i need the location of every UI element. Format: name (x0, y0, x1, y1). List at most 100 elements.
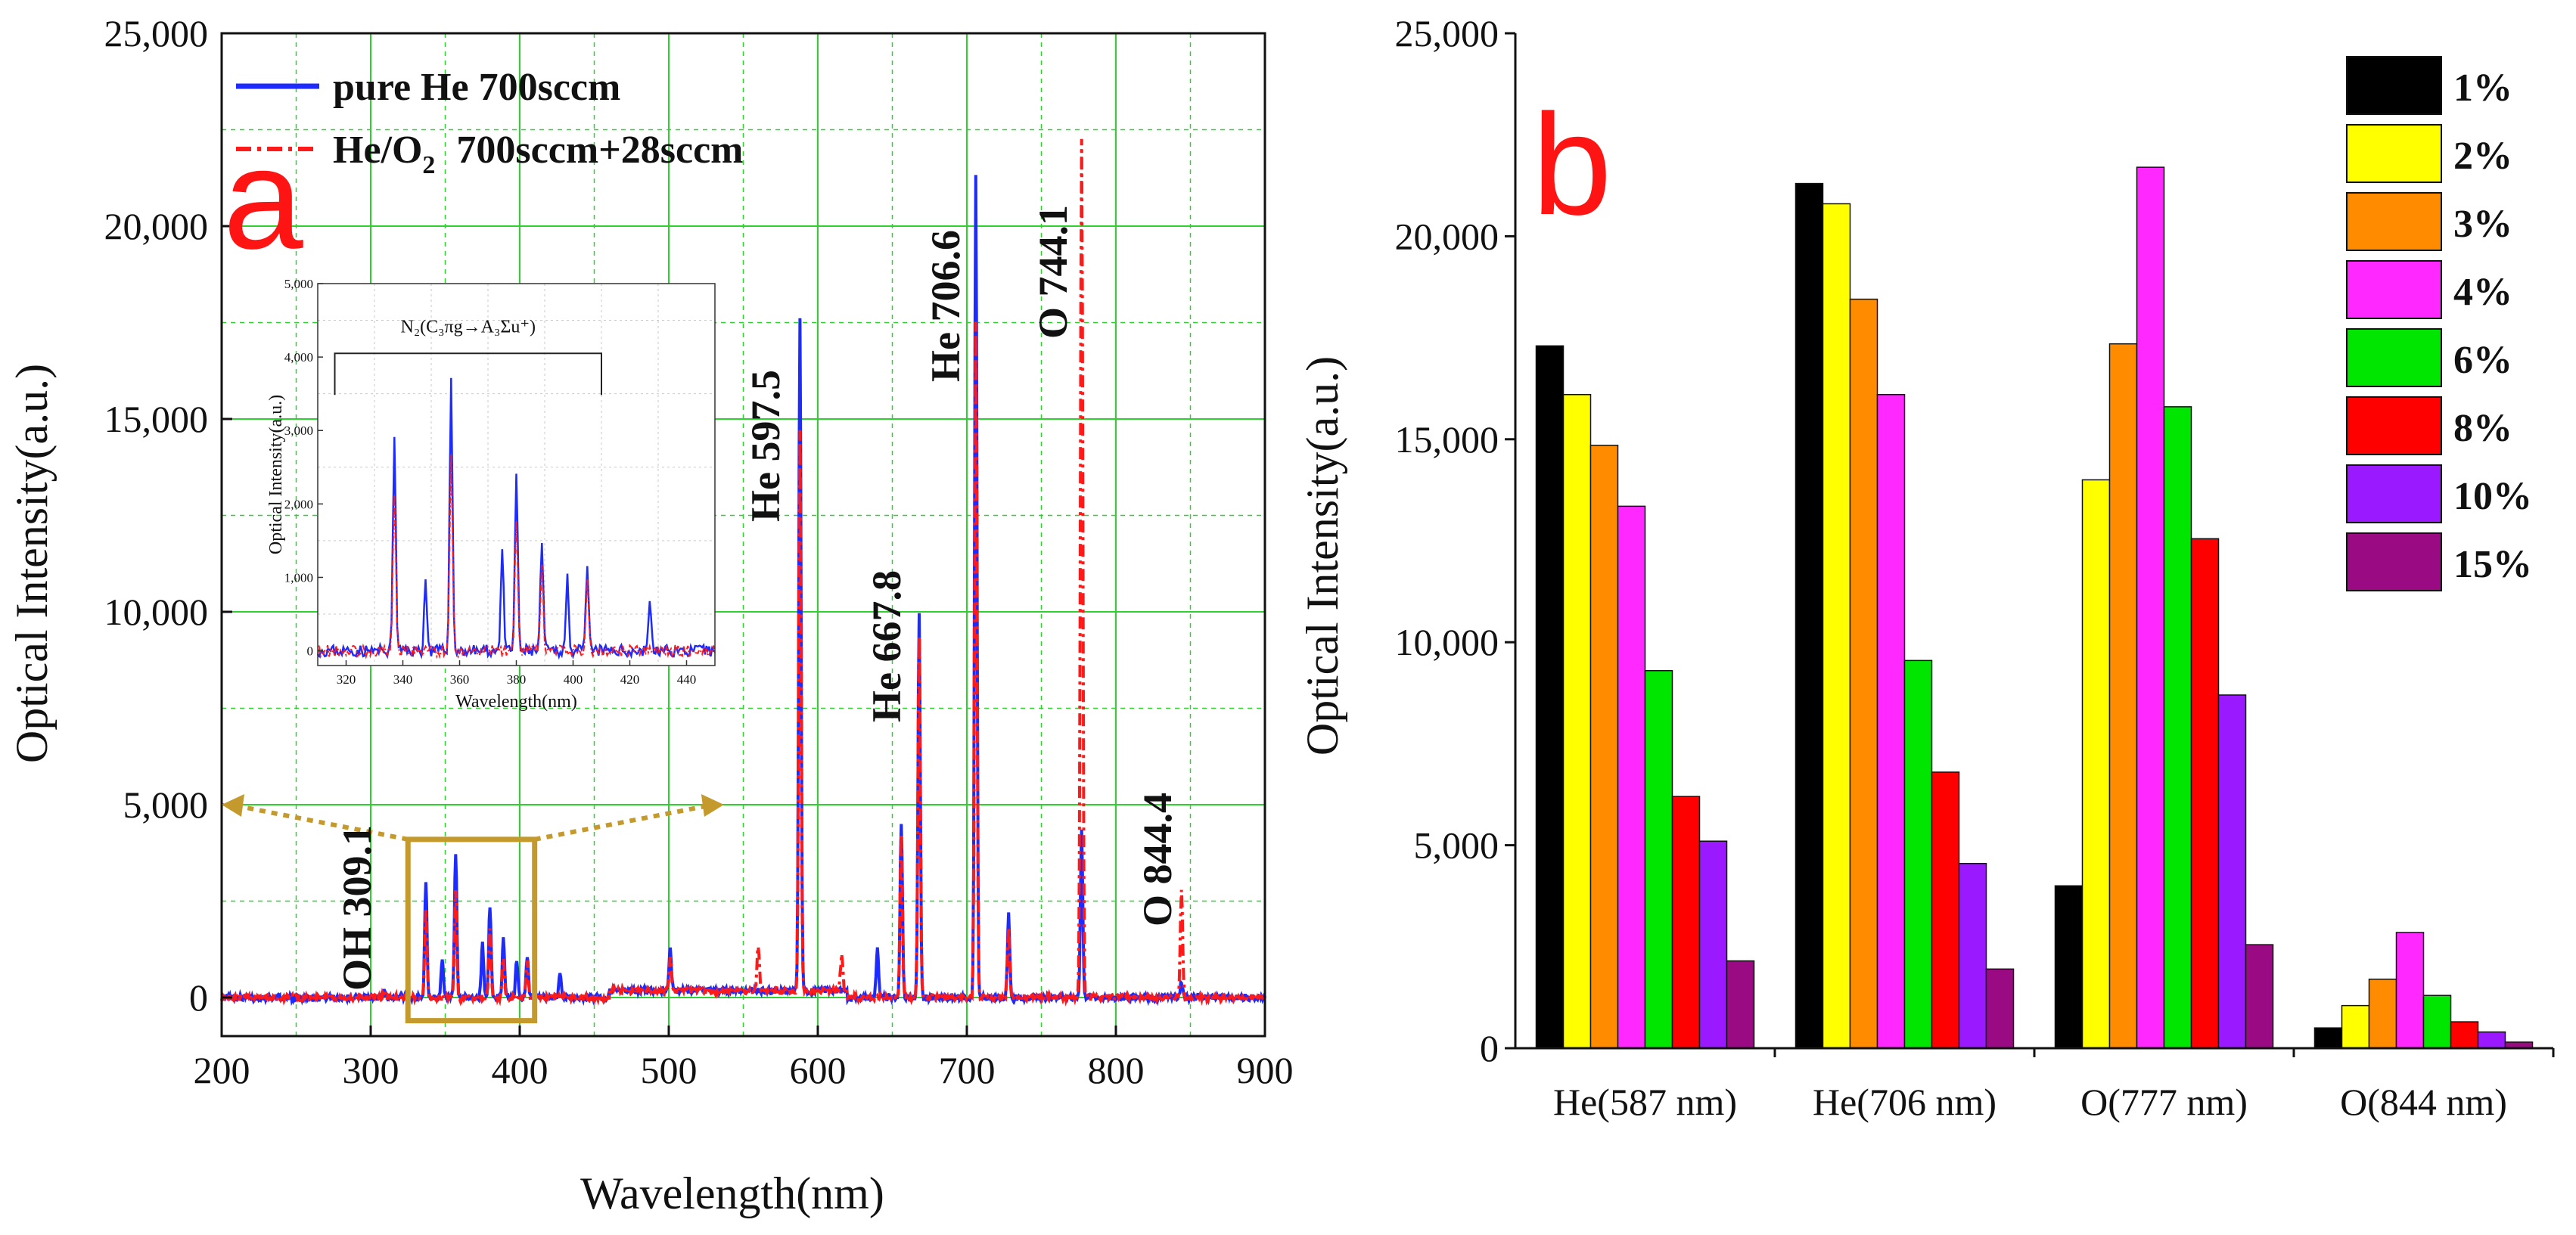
peak-label-he-667: He 667.8 (864, 570, 909, 722)
panel-b-legend: 1% 2% 3% 4% 6% 8% 10% 15% (2346, 56, 2532, 591)
bar-2pct-3 (2341, 1004, 2370, 1049)
bar-3pct-3 (2368, 978, 2397, 1049)
zoom-box (405, 836, 538, 1024)
legend-label-8pct: 8% (2453, 407, 2512, 450)
peak-label-o-744: O 744.1 (1030, 205, 1076, 339)
legend-he-o2-subscript: 2 (422, 151, 435, 179)
bar-1pct-3 (2313, 1027, 2343, 1049)
bar-10pct-0 (1698, 840, 1728, 1049)
y-tick-label: 10,000 (1395, 621, 1499, 663)
bar-15pct-1 (1985, 968, 2015, 1049)
inset-x-tick-label: 440 (677, 672, 697, 687)
panel-b-bars (1535, 166, 2534, 1049)
bar-8pct-1 (1931, 771, 1960, 1049)
y-tick-label: 5,000 (1414, 824, 1499, 867)
bar-6pct-3 (2422, 995, 2452, 1049)
legend-label-10pct: 10% (2453, 475, 2532, 518)
y-tick-label: 0 (1480, 1027, 1499, 1069)
bar-4pct-0 (1617, 505, 1646, 1049)
legend-swatch-10pct (2346, 464, 2442, 523)
x-category-label: He(587 nm) (1553, 1081, 1737, 1123)
legend-he-o2-prefix: He/O (333, 129, 422, 172)
bar-6pct-1 (1903, 659, 1933, 1049)
panel-a-y-axis-label: Optical Intensity(a.u.) (7, 364, 57, 763)
bar-10pct-1 (1958, 863, 1987, 1049)
zoom-region (222, 794, 724, 1024)
zoom-arrowhead-right (701, 794, 724, 817)
legend-swatch-6pct (2346, 328, 2442, 387)
bar-4pct-2 (2136, 166, 2165, 1049)
panel-b-bar-chart: 0 5,000 10,000 15,000 20,000 25,000 He(587 nm)… (1297, 12, 2555, 1123)
y-tick-label: 20,000 (1395, 215, 1499, 257)
panel-a-letter: a (223, 119, 303, 279)
inset-line-pure-he (317, 377, 716, 660)
bar-8pct-2 (2190, 538, 2220, 1049)
x-tick-label: 800 (1088, 1049, 1145, 1091)
inset-y-tick-label: 2,000 (284, 497, 313, 511)
y-tick-label: 25,000 (104, 12, 209, 54)
legend-label-4pct: 4% (2453, 271, 2512, 314)
y-tick-label: 20,000 (104, 205, 209, 247)
panel-a-spectra (220, 138, 1266, 1007)
bar-1pct-1 (1794, 182, 1824, 1049)
bar-6pct-0 (1644, 670, 1673, 1049)
x-tick-label: 600 (790, 1049, 847, 1091)
legend-he-o2-suffix: 700sccm+28sccm (456, 129, 743, 172)
inset-x-tick-label: 320 (337, 672, 356, 687)
panel-a-legend: pure He 700sccm He/O2 700sccm+28sccm (236, 66, 743, 179)
series-line-he-o2 (220, 138, 1266, 1007)
x-tick-label: 500 (641, 1049, 698, 1091)
legend-swatch-2pct (2346, 124, 2442, 183)
y-tick-label: 15,000 (104, 398, 209, 440)
panel-a-plot-frame (220, 32, 1266, 1038)
inset-axis-ticks: 320 340 360 380 400 420 440 0 1,000 2,000 3,000 4,0… (284, 277, 697, 687)
inset-bracket (334, 352, 602, 396)
legend-label-6pct: 6% (2453, 339, 2512, 382)
bar-4pct-1 (1876, 394, 1906, 1049)
inset-x-tick-label: 400 (564, 672, 583, 687)
inset-x-tick-label: 420 (620, 672, 640, 687)
legend-label-2pct: 2% (2453, 135, 2512, 178)
y-tick-label: 0 (189, 976, 208, 1019)
y-tick-label: 25,000 (1395, 12, 1499, 54)
panel-b-axis-ticks: 0 5,000 10,000 15,000 20,000 25,000 He(587 nm)… (1395, 12, 2555, 1123)
panel-a-spectrum-chart: 200 300 400 500 600 700 800 900 0 5,000 10,000 15,0… (7, 12, 1294, 1218)
inset-y-axis-label: Optical Intensity(a.u.) (266, 395, 286, 554)
bar-3pct-0 (1589, 445, 1619, 1049)
bar-3pct-2 (2108, 343, 2138, 1049)
bar-8pct-3 (2450, 1021, 2479, 1049)
inset-annotation: N₂(C₃πg→A₃Σu⁺) (400, 317, 536, 337)
legend-label-he-o2: He/O2 700sccm+28sccm (333, 129, 743, 179)
legend-swatch-15pct (2346, 532, 2442, 591)
legend-swatch-1pct (2346, 56, 2442, 115)
bar-8pct-0 (1671, 796, 1701, 1049)
peak-label-o-844: O 844.4 (1135, 793, 1180, 926)
x-category-label: O(844 nm) (2340, 1081, 2507, 1123)
bar-2pct-0 (1562, 394, 1592, 1049)
bar-3pct-1 (1849, 298, 1878, 1049)
bar-1pct-2 (2054, 885, 2083, 1049)
legend-label-pure-he: pure He 700sccm (333, 66, 620, 109)
bar-15pct-0 (1726, 960, 1755, 1049)
inset-x-tick-label: 360 (450, 672, 470, 687)
bar-10pct-2 (2217, 694, 2247, 1049)
inset-chart: 320 340 360 380 400 420 440 0 1,000 2,000 3,000 4,0… (266, 277, 716, 712)
inset-gridlines (318, 284, 715, 666)
x-category-label: O(777 nm) (2080, 1081, 2248, 1123)
bar-2pct-2 (2081, 479, 2111, 1049)
y-tick-label: 15,000 (1395, 418, 1499, 461)
bar-6pct-2 (2163, 406, 2192, 1049)
peak-label-oh-309: OH 309.1 (334, 825, 380, 991)
peak-label-he-706: He 706.6 (923, 230, 968, 382)
inset-x-tick-label: 340 (393, 672, 413, 687)
x-tick-label: 300 (343, 1049, 399, 1091)
peak-label-he-597: He 597.5 (743, 370, 788, 522)
bar-2pct-1 (1822, 203, 1851, 1049)
panel-a-x-axis-label: Wavelength(nm) (580, 1168, 884, 1218)
y-tick-label: 5,000 (123, 784, 209, 826)
x-category-label: He(706 nm) (1813, 1081, 1996, 1123)
legend-label-3pct: 3% (2453, 203, 2512, 246)
inset-y-tick-label: 5,000 (284, 277, 313, 291)
x-tick-label: 400 (492, 1049, 548, 1091)
